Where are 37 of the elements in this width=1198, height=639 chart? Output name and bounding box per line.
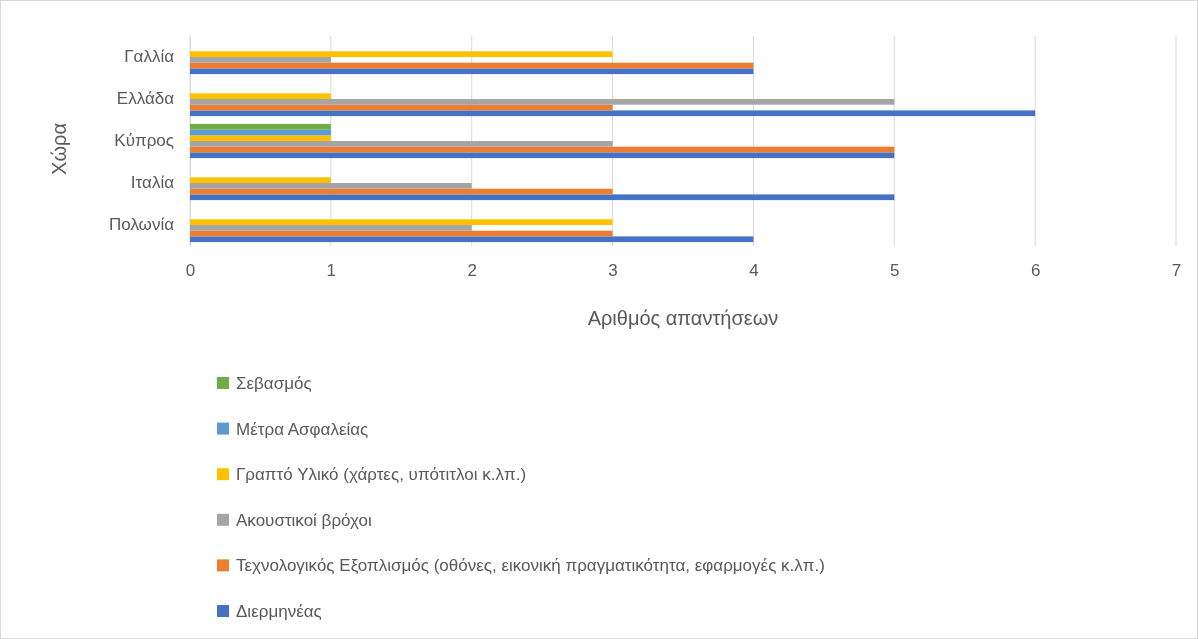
- bar: [190, 68, 754, 75]
- y-tick-label: Κύπρος: [114, 131, 174, 151]
- bar: [190, 93, 331, 99]
- x-axis-title: Αριθμός απαντήσεων: [587, 307, 779, 329]
- x-tick-label: 1: [326, 261, 337, 281]
- bar: [190, 99, 895, 105]
- x-tick-label: 5: [890, 261, 900, 281]
- bar: [190, 51, 613, 57]
- x-tick-label: 6: [1030, 261, 1041, 281]
- bar: [190, 177, 331, 183]
- legend-label: Γραπτό Υλικό (χάρτες, υπότιτλοι κ.λπ.): [236, 465, 527, 485]
- bar: [190, 194, 895, 201]
- legend-label: Μέτρα Ασφαλείας: [236, 419, 369, 439]
- y-tick-label: Ιταλία: [130, 173, 175, 193]
- x-tick-label: 4: [749, 261, 759, 281]
- bar: [190, 141, 613, 147]
- y-tick-label: Ελλάδα: [116, 89, 175, 109]
- x-tick-label: 0: [185, 261, 196, 281]
- bar: [190, 183, 472, 189]
- y-axis-title: Χώρα: [48, 123, 70, 175]
- legend-label: Σεβασμός: [236, 374, 312, 393]
- x-tick-label: 2: [467, 261, 477, 281]
- bar: [190, 236, 754, 243]
- legend-label: Διερμηνέας: [236, 602, 322, 621]
- bar: [190, 123, 331, 130]
- bar: [190, 57, 331, 63]
- bar: [190, 152, 895, 159]
- bar: [190, 225, 472, 231]
- y-tick-label: Πολωνία: [108, 215, 175, 235]
- x-tick-label: 3: [608, 261, 618, 281]
- legend-label: Ακουστικοί βρόχοι: [236, 510, 372, 530]
- bar: [190, 219, 613, 225]
- x-tick-label: 7: [1171, 261, 1182, 281]
- bar: [190, 110, 1036, 117]
- y-tick-label: Γαλλία: [124, 47, 175, 67]
- legend-label: Τεχνολογικός Εξοπλισμός (οθόνες, εικονική πραγματικότητα, εφαρμογές κ.λπ.): [236, 556, 825, 576]
- bar: [190, 135, 331, 141]
